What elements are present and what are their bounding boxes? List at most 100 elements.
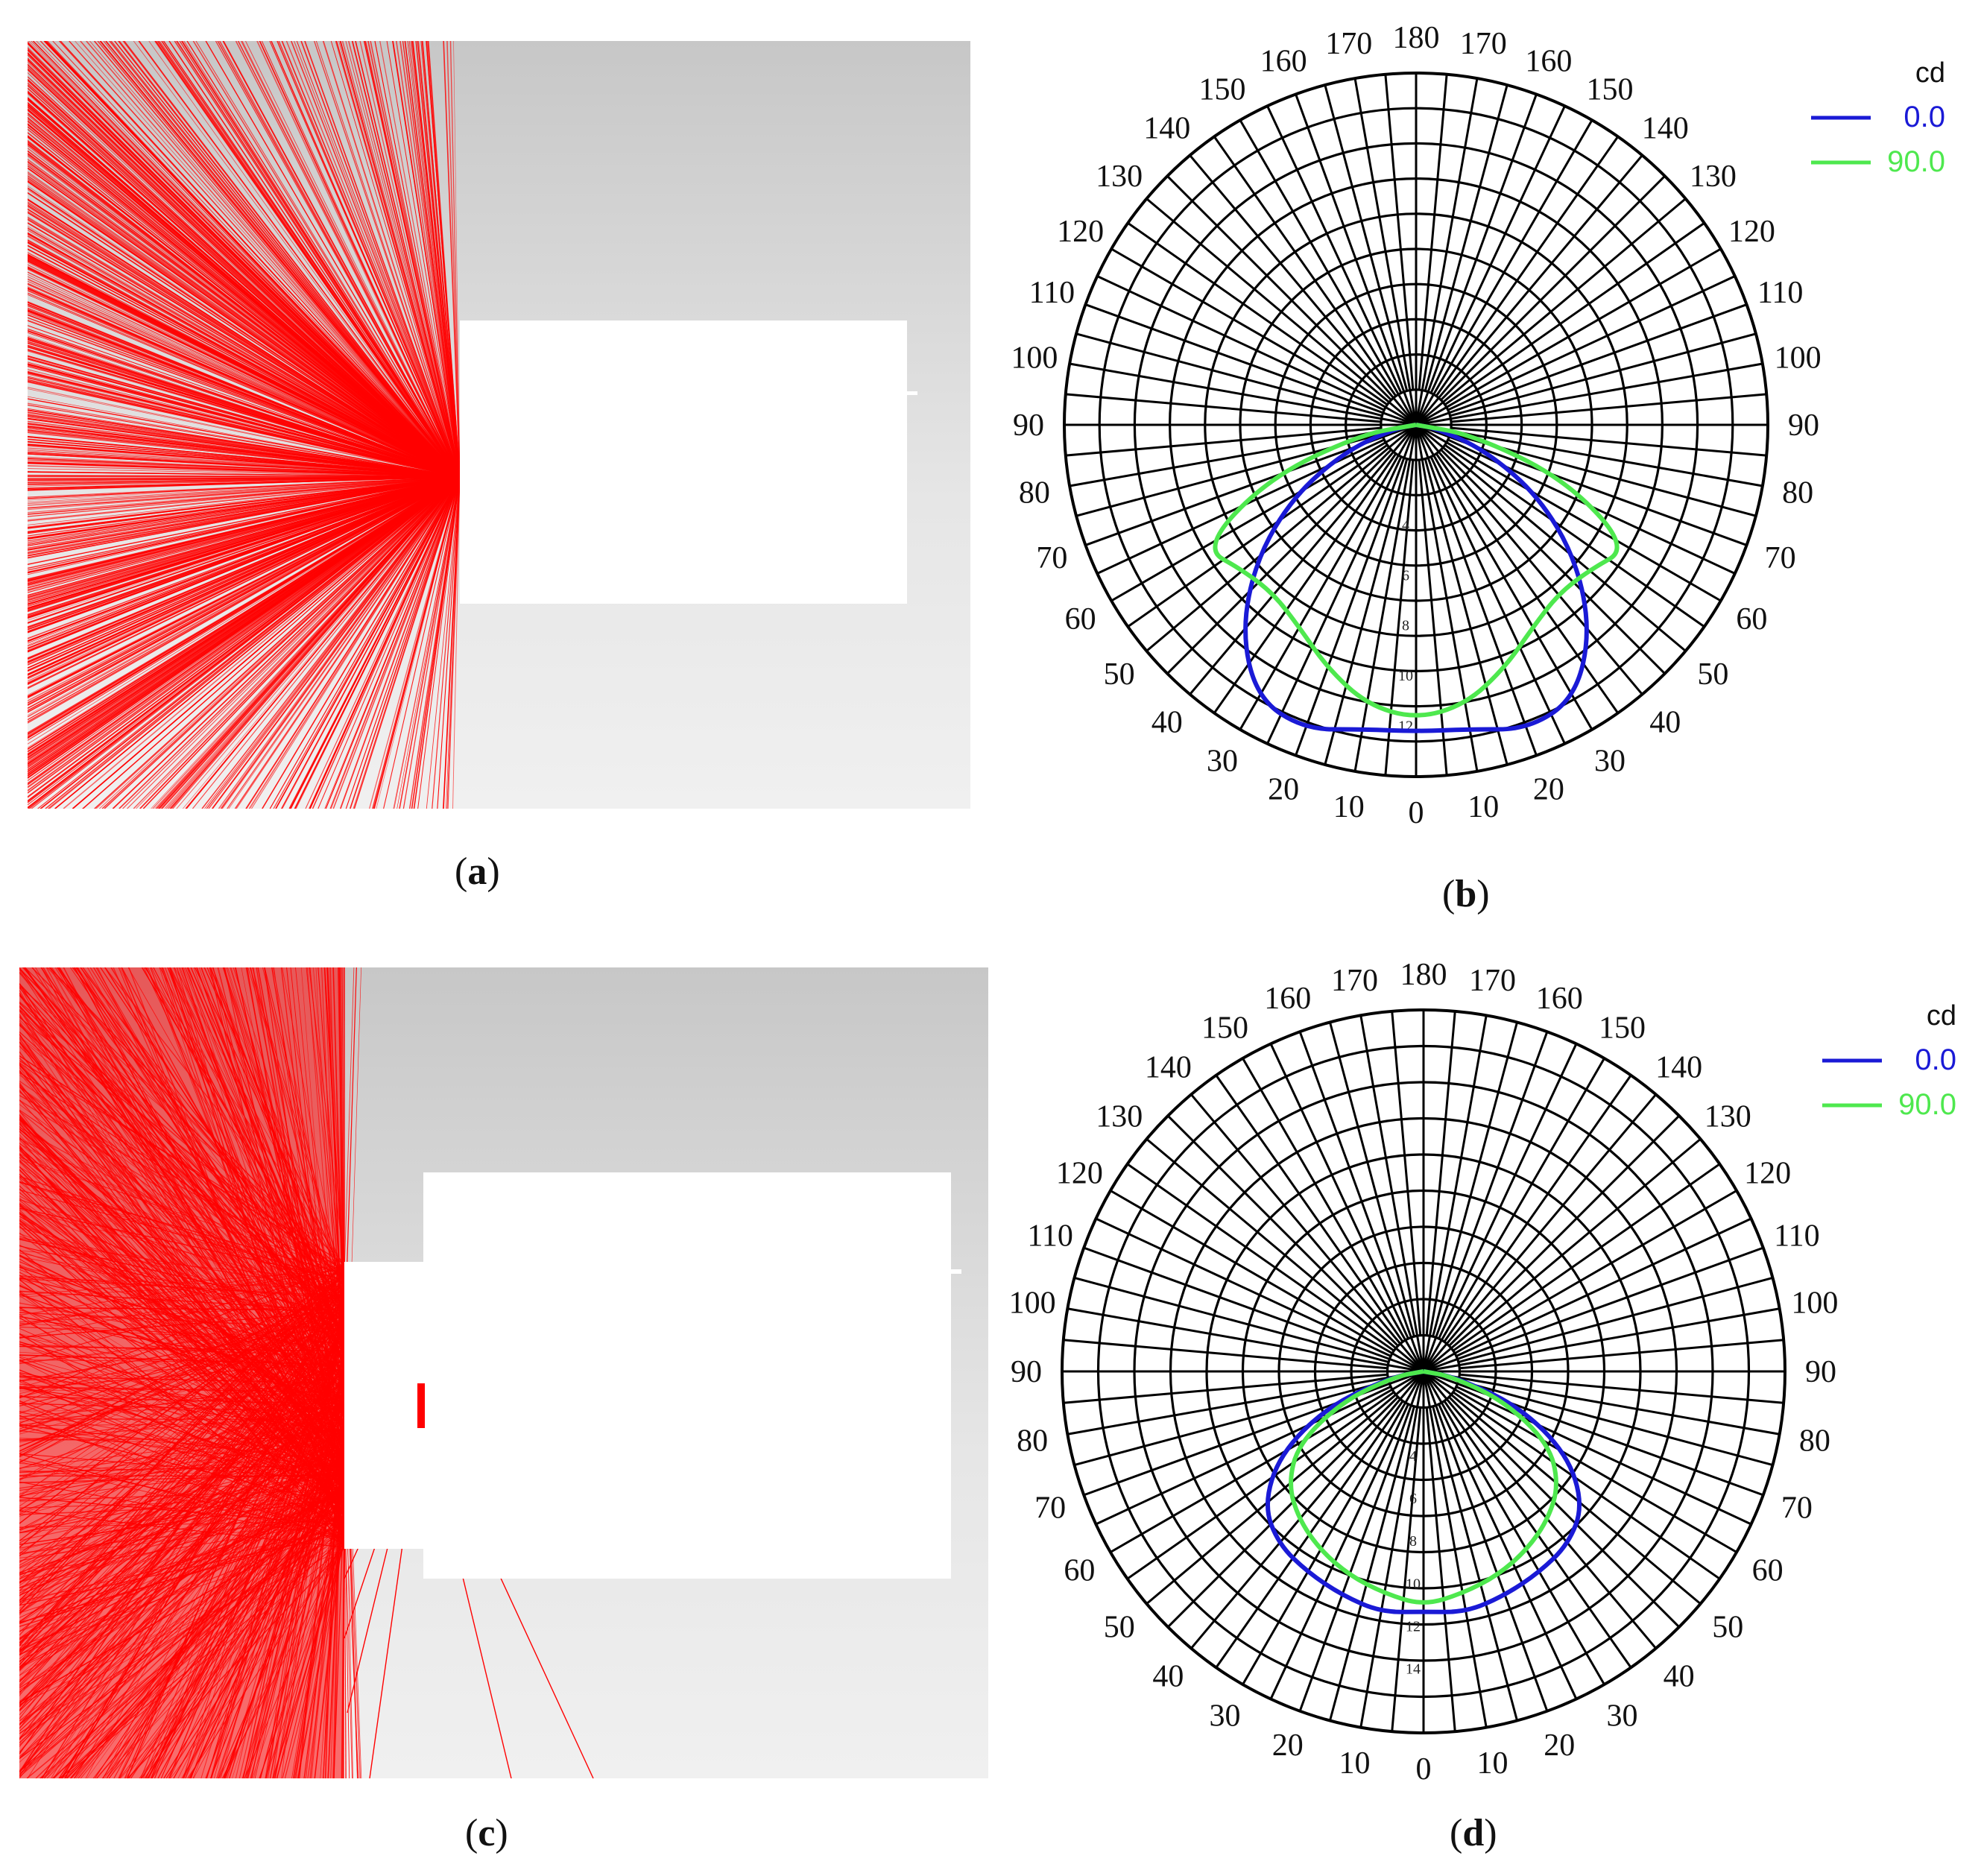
lens-tab-a [907,391,917,395]
angle-label: 130 [1690,160,1737,194]
radial-tick-label: 6 [1409,1491,1417,1507]
angle-label: 160 [1264,982,1311,1016]
raytrace-view-a [28,41,970,809]
angle-label: 130 [1096,1099,1143,1134]
angle-label: 170 [1469,964,1516,998]
angle-label: 60 [1752,1554,1784,1588]
angle-label: 130 [1705,1099,1751,1134]
angle-label: 160 [1260,44,1307,78]
polar-grid [1061,1008,1786,1734]
angle-label: 90 [1788,408,1819,443]
angle-label: 180 [1393,21,1440,55]
radial-tick-label: 12 [1406,1618,1421,1635]
angle-label: 40 [1151,705,1183,739]
angle-label: 20 [1268,773,1299,807]
panel-c [19,967,988,1778]
ray-bundle-a [28,41,461,809]
angle-label: 100 [1009,1286,1056,1320]
legend-label: 0.0 [1904,101,1945,133]
rays-c-lines [19,967,594,1778]
angle-label: 100 [1775,341,1822,376]
angle-label: 50 [1104,657,1135,692]
lens-tab-c [951,1269,961,1274]
angle-label: 60 [1065,602,1096,637]
angle-label: 120 [1728,215,1775,249]
angle-label: 110 [1029,276,1075,310]
radial-tick-label: 8 [1409,1533,1417,1550]
angle-label: 120 [1057,215,1104,249]
series-line-90.0 [1213,423,1620,718]
angle-label: 180 [1400,958,1447,992]
radial-tick-label: 6 [1402,567,1409,584]
ray-bundle-c [19,967,594,1778]
angle-label: 50 [1697,657,1728,692]
angle-label: 170 [1331,964,1378,998]
angle-label: 140 [1655,1051,1702,1085]
caption-d: (d) [1450,1812,1497,1854]
angle-label: 60 [1064,1554,1095,1588]
series-line-0.0 [1265,1369,1582,1614]
panel-d: 0 10 20 30 40 50 60 70 80 90 100 110 120 130 140 150 160… [991,958,1975,1807]
angle-label: 150 [1587,73,1634,107]
angle-label: 140 [1642,112,1689,146]
angle-label: 70 [1781,1491,1813,1525]
angle-label: 80 [1782,476,1813,510]
angle-label: 20 [1533,773,1564,807]
angle-label: 90 [1011,1355,1042,1389]
angle-label: 10 [1339,1746,1370,1781]
angle-label: 50 [1104,1611,1135,1645]
angle-label: 10 [1477,1746,1508,1781]
angle-label: 150 [1201,1011,1248,1045]
angle-label: 20 [1272,1728,1304,1763]
angle-label: 40 [1664,1659,1695,1693]
panel-a [28,41,970,809]
series-line-90.0 [1289,1369,1558,1605]
legend-label: 0.0 [1915,1043,1956,1076]
angle-label: 110 [1757,276,1803,310]
radial-tick-label: 10 [1398,668,1413,684]
angle-label: 70 [1036,541,1067,575]
angle-labels: 0102030405060708090100110120130140150160… [1009,958,1839,1787]
lens-block-a [460,320,907,604]
angle-label: 140 [1145,1051,1192,1085]
polar-grid [1063,72,1769,778]
angle-label: 80 [1799,1424,1830,1459]
angle-label: 60 [1736,602,1767,637]
series-line-0.0 [1243,423,1589,733]
legend-unit: cd [1915,57,1945,89]
angle-label: 120 [1744,1157,1791,1191]
angle-label: 110 [1774,1219,1819,1254]
angle-label: 20 [1544,1728,1575,1763]
legend-label: 90.0 [1898,1088,1956,1121]
angle-label: 50 [1712,1611,1743,1645]
angle-label: 170 [1325,27,1372,61]
angle-label: 0 [1409,796,1424,830]
angle-label: 160 [1536,982,1583,1016]
angle-label: 160 [1525,44,1572,78]
legend: cd 0.0 90.0 [1822,1000,1956,1121]
radial-tick-label: 8 [1402,618,1409,634]
polar-chart-d: 0102030405060708090100110120130140150160… [1009,958,1956,1787]
lens-block-c [423,1172,951,1579]
polar-chart-b: 0102030405060708090100110120130140150160… [1011,21,1945,830]
angle-label: 140 [1143,112,1190,146]
angle-label: 110 [1027,1219,1072,1254]
raytrace-view-c [19,967,988,1778]
caption-b: (b) [1442,873,1490,915]
angle-label: 10 [1333,790,1365,824]
angle-label: 10 [1468,790,1499,824]
angle-label: 90 [1013,408,1044,443]
angle-label: 30 [1607,1699,1638,1734]
angle-label: 0 [1416,1752,1432,1787]
angle-label: 30 [1207,744,1238,778]
angle-label: 40 [1152,1659,1184,1693]
angle-label: 30 [1210,1699,1241,1734]
legend-unit: cd [1927,1000,1956,1032]
angle-label: 70 [1765,541,1796,575]
angle-label: 130 [1096,160,1143,194]
angle-labels: 0102030405060708090100110120130140150160… [1011,21,1821,830]
angle-label: 40 [1649,705,1681,739]
angle-label: 80 [1017,1424,1048,1459]
radial-tick-label: 4 [1402,517,1409,534]
angle-label: 30 [1594,744,1626,778]
